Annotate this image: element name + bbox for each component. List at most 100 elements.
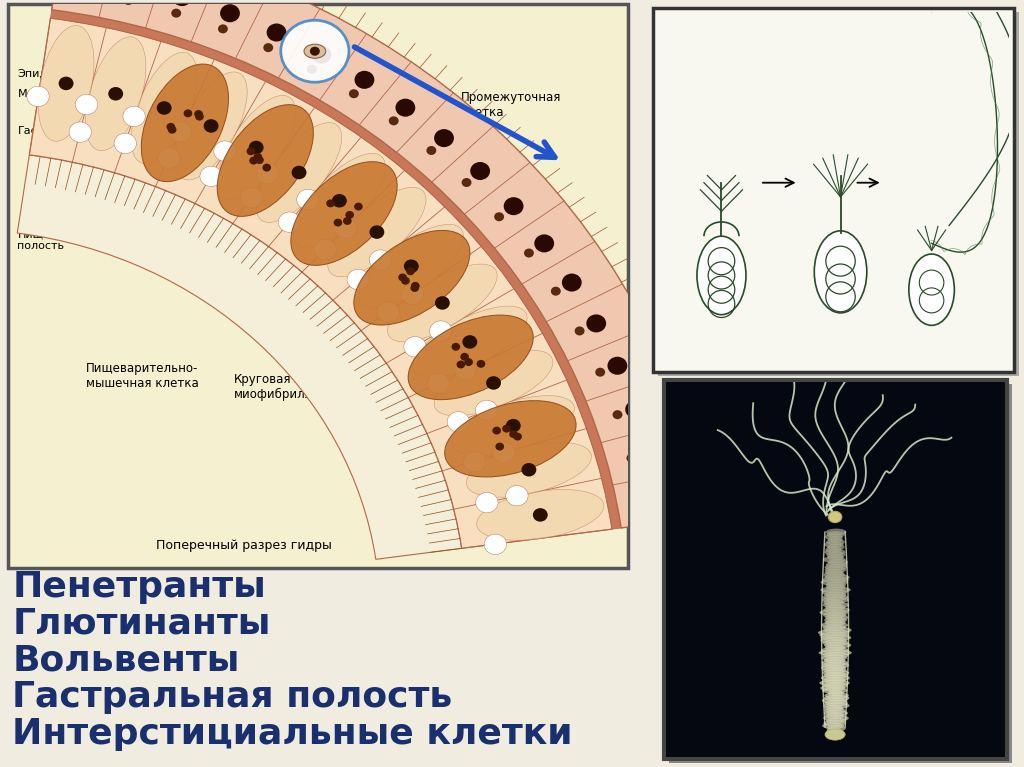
Circle shape xyxy=(403,337,426,357)
Circle shape xyxy=(327,199,335,207)
Ellipse shape xyxy=(823,624,846,631)
Ellipse shape xyxy=(359,225,464,308)
Ellipse shape xyxy=(825,604,846,611)
Circle shape xyxy=(457,360,465,368)
Ellipse shape xyxy=(826,727,842,734)
Text: Интерстициальные клетки: Интерстициальные клетки xyxy=(12,717,572,751)
Ellipse shape xyxy=(823,627,852,634)
Ellipse shape xyxy=(824,569,844,575)
Circle shape xyxy=(447,412,469,432)
Ellipse shape xyxy=(823,571,845,578)
Circle shape xyxy=(279,212,301,232)
Circle shape xyxy=(345,211,354,219)
Ellipse shape xyxy=(453,396,574,456)
Circle shape xyxy=(158,148,180,168)
Circle shape xyxy=(626,400,645,418)
Circle shape xyxy=(493,443,515,463)
Ellipse shape xyxy=(217,95,296,199)
Ellipse shape xyxy=(823,611,847,618)
Circle shape xyxy=(640,445,659,463)
Ellipse shape xyxy=(814,231,866,313)
Circle shape xyxy=(204,119,218,133)
Circle shape xyxy=(124,0,133,5)
Circle shape xyxy=(403,259,419,273)
Ellipse shape xyxy=(820,637,847,644)
Circle shape xyxy=(167,123,175,130)
Ellipse shape xyxy=(826,725,846,732)
Ellipse shape xyxy=(823,657,846,663)
Ellipse shape xyxy=(217,104,313,216)
FancyBboxPatch shape xyxy=(664,380,1007,759)
Wedge shape xyxy=(50,10,622,529)
Ellipse shape xyxy=(825,534,843,541)
Circle shape xyxy=(411,284,419,292)
Ellipse shape xyxy=(824,705,844,712)
Ellipse shape xyxy=(821,664,846,671)
Ellipse shape xyxy=(294,153,385,249)
Ellipse shape xyxy=(818,629,850,636)
Ellipse shape xyxy=(822,687,848,694)
Circle shape xyxy=(506,486,528,506)
Circle shape xyxy=(627,453,636,463)
Text: Вольвенты: Вольвенты xyxy=(12,644,240,677)
Circle shape xyxy=(69,122,91,142)
Ellipse shape xyxy=(823,599,844,606)
Ellipse shape xyxy=(909,254,954,325)
Ellipse shape xyxy=(826,528,847,535)
Wedge shape xyxy=(17,155,462,559)
Circle shape xyxy=(407,268,415,275)
Ellipse shape xyxy=(824,591,847,598)
Ellipse shape xyxy=(825,614,848,621)
Circle shape xyxy=(255,156,264,164)
Circle shape xyxy=(214,141,237,161)
Ellipse shape xyxy=(824,574,850,581)
Ellipse shape xyxy=(820,685,846,691)
Ellipse shape xyxy=(825,713,845,719)
Ellipse shape xyxy=(825,546,842,553)
Circle shape xyxy=(484,534,507,555)
Ellipse shape xyxy=(822,640,849,646)
Ellipse shape xyxy=(826,531,845,538)
Ellipse shape xyxy=(175,72,247,180)
Ellipse shape xyxy=(824,707,846,714)
Circle shape xyxy=(314,239,336,260)
Ellipse shape xyxy=(826,561,847,568)
Circle shape xyxy=(455,360,477,380)
Circle shape xyxy=(476,360,485,368)
Circle shape xyxy=(493,426,501,435)
Circle shape xyxy=(76,94,97,114)
Circle shape xyxy=(58,77,74,91)
Circle shape xyxy=(183,110,193,117)
Ellipse shape xyxy=(826,717,846,724)
Circle shape xyxy=(343,217,351,225)
Circle shape xyxy=(266,24,287,41)
Text: Эпителиально-
мышечная клетка: Эпителиально- мышечная клетка xyxy=(237,12,349,41)
Circle shape xyxy=(452,343,460,351)
Ellipse shape xyxy=(820,587,851,593)
Ellipse shape xyxy=(823,556,846,563)
Ellipse shape xyxy=(444,400,577,477)
Ellipse shape xyxy=(822,597,849,604)
Circle shape xyxy=(218,25,228,34)
Ellipse shape xyxy=(822,667,847,673)
FancyBboxPatch shape xyxy=(653,8,1014,372)
Ellipse shape xyxy=(819,632,849,639)
Circle shape xyxy=(427,374,450,393)
Circle shape xyxy=(401,277,410,285)
Ellipse shape xyxy=(824,700,848,706)
Ellipse shape xyxy=(828,690,844,696)
Circle shape xyxy=(476,492,498,512)
Circle shape xyxy=(247,147,255,155)
Ellipse shape xyxy=(822,601,849,608)
Circle shape xyxy=(612,410,623,420)
Ellipse shape xyxy=(820,579,848,586)
Circle shape xyxy=(470,162,490,180)
Ellipse shape xyxy=(821,660,848,667)
Circle shape xyxy=(504,197,523,216)
Ellipse shape xyxy=(413,306,527,378)
Circle shape xyxy=(241,188,262,208)
FancyBboxPatch shape xyxy=(8,4,628,568)
Ellipse shape xyxy=(822,723,845,729)
Circle shape xyxy=(435,296,450,310)
Circle shape xyxy=(370,225,384,239)
